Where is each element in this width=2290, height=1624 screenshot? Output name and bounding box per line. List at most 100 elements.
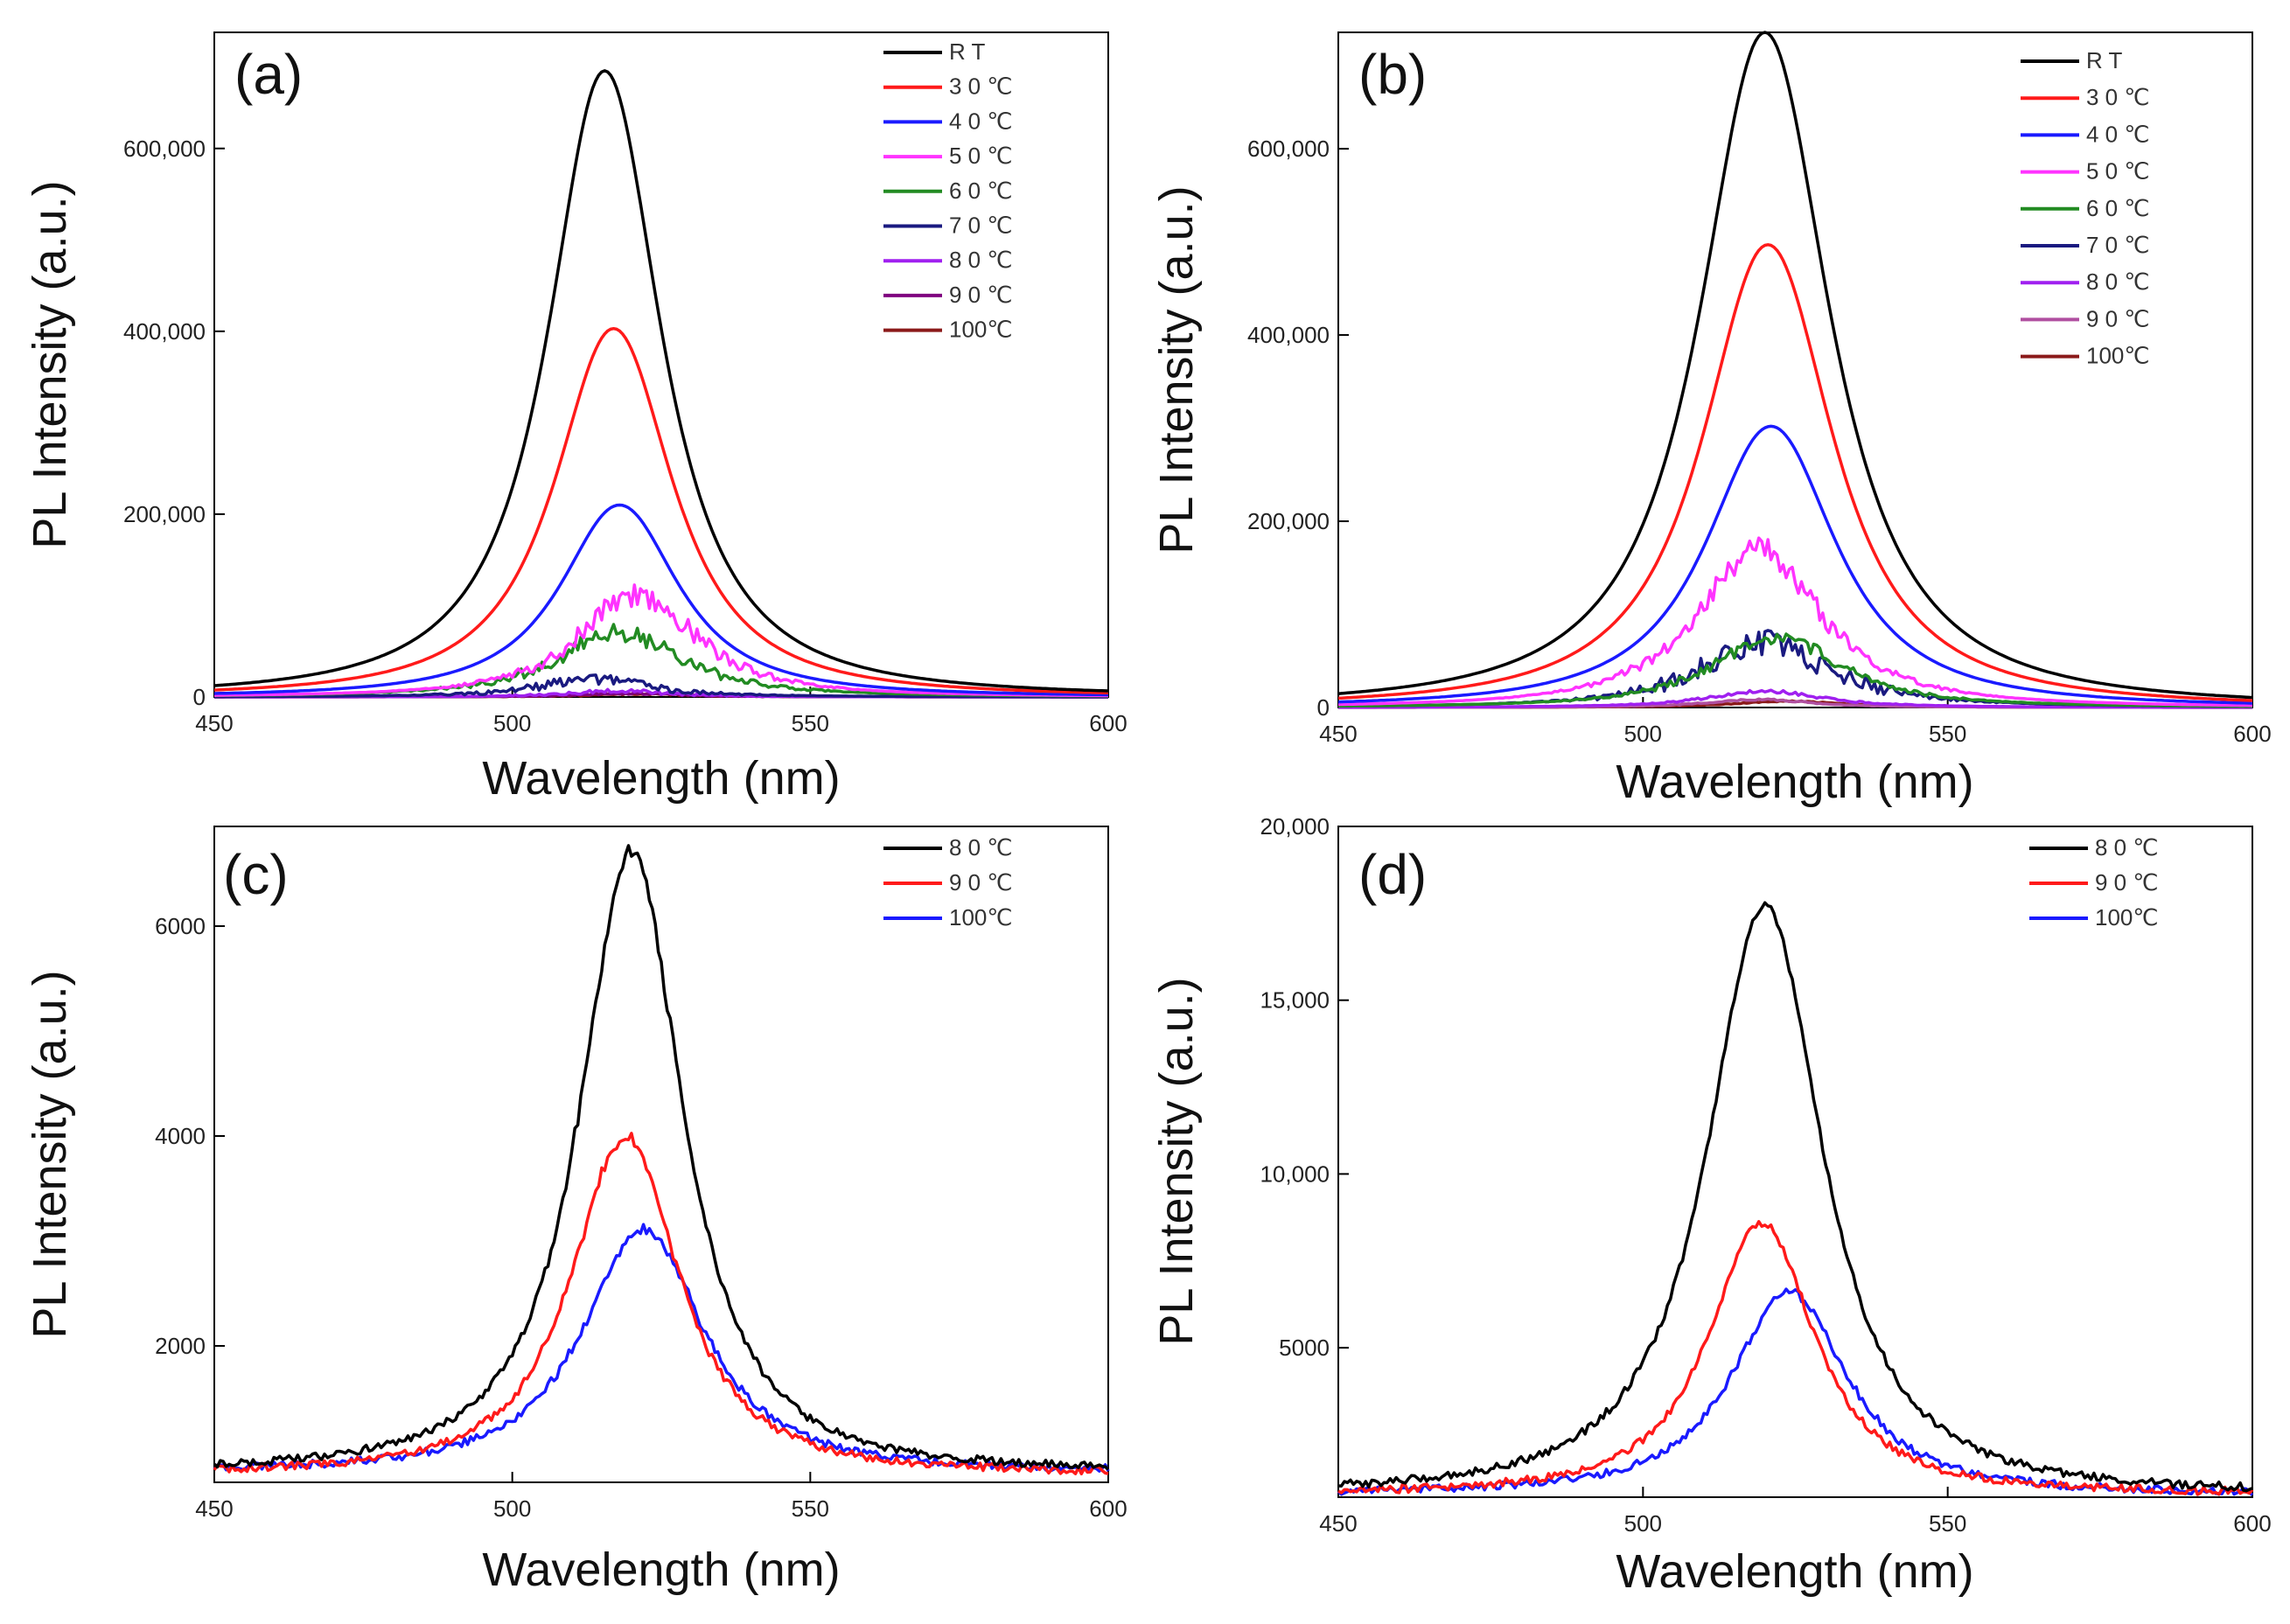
legend-label: 100℃ [2086, 343, 2150, 369]
x-tick-label: 550 [792, 1495, 829, 1522]
y-tick-label: 20,000 [1260, 813, 1330, 840]
x-tick-label: 550 [1929, 1510, 1966, 1537]
panel-d: (d) Wavelength (nm) PL Intensity (a.u.) … [1150, 813, 2272, 1598]
x-axis-title: Wavelength (nm) [1616, 1545, 1973, 1598]
legend-label: 5 0 ℃ [2086, 158, 2150, 185]
x-tick-label: 500 [493, 710, 531, 736]
legend-label: 8 0 ℃ [2086, 268, 2150, 295]
plot-frame [1337, 826, 2253, 1498]
legend-label: 8 0 ℃ [2095, 834, 2159, 861]
series-line [213, 1132, 1109, 1476]
legend: R T 3 0 ℃ 4 0 ℃ 5 0 ℃ 6 0 ℃ 7 0 ℃ 8 0 ℃ 9 0 ℃ 10… [2021, 47, 2150, 369]
series-line [1337, 536, 2252, 707]
legend-label: 4 0 ℃ [949, 108, 1013, 134]
legend: R T 3 0 ℃ 4 0 ℃ 5 0 ℃ 6 0 ℃ 7 0 ℃ 8 0 ℃ 9 0 ℃ 10… [883, 38, 1013, 343]
series-line [214, 673, 1108, 699]
x-ticks: 450 500 550 600 [1319, 1487, 2272, 1537]
y-axis-title: PL Intensity (a.u.) [24, 180, 76, 548]
x-ticks: 450 500 550 600 [195, 1472, 1128, 1522]
y-axis-title: PL Intensity (a.u.) [1150, 977, 1203, 1345]
x-tick-label: 600 [2233, 721, 2271, 747]
y-tick-label: 4000 [155, 1123, 206, 1149]
panel-label: (c) [223, 843, 289, 906]
legend: 8 0 ℃ 9 0 ℃ 100℃ [883, 834, 1013, 930]
legend-label: R T [2086, 47, 2123, 73]
x-tick-label: 500 [493, 1495, 531, 1522]
legend-label: 9 0 ℃ [2095, 869, 2159, 896]
legend-label: 3 0 ℃ [2086, 84, 2150, 110]
series-line [213, 326, 1109, 695]
x-tick-label: 550 [1929, 721, 1966, 747]
series-line [213, 844, 1110, 1471]
x-tick-label: 450 [1319, 721, 1357, 747]
x-tick-label: 450 [195, 710, 233, 736]
legend-label: R T [949, 38, 986, 65]
panel-b: (b) Wavelength (nm) PL Intensity (a.u.) … [1150, 31, 2272, 808]
legend-label: 100℃ [949, 317, 1013, 343]
y-ticks: 0 200,000 400,000 600,000 [1247, 136, 1349, 721]
legend-label: 9 0 ℃ [949, 282, 1013, 308]
y-tick-label: 0 [193, 684, 206, 710]
x-tick-label: 500 [1624, 1510, 1662, 1537]
x-tick-label: 600 [1089, 1495, 1127, 1522]
y-tick-label: 15,000 [1260, 987, 1330, 1014]
series-line [1337, 243, 2253, 702]
y-tick-label: 400,000 [1247, 322, 1330, 348]
y-axis-title: PL Intensity (a.u.) [24, 970, 76, 1338]
y-tick-label: 200,000 [123, 501, 206, 527]
y-tick-label: 2000 [155, 1333, 206, 1359]
x-axis-title: Wavelength (nm) [482, 752, 840, 805]
y-tick-label: 0 [1317, 694, 1330, 721]
series-line [1337, 901, 2253, 1493]
y-ticks: 0 200,000 400,000 600,000 [123, 136, 225, 710]
y-tick-label: 5000 [1279, 1335, 1330, 1361]
series-line [1337, 1220, 2254, 1496]
legend-label: 8 0 ℃ [949, 834, 1013, 861]
series-group [1337, 901, 2254, 1496]
legend-label: 6 0 ℃ [949, 178, 1013, 204]
y-axis-title: PL Intensity (a.u.) [1150, 185, 1203, 554]
legend-label: 100℃ [949, 904, 1013, 930]
legend-label: 4 0 ℃ [2086, 121, 2150, 147]
x-tick-label: 500 [1624, 721, 1662, 747]
series-line [213, 69, 1109, 693]
x-tick-label: 600 [2233, 1510, 2271, 1537]
x-tick-label: 600 [1089, 710, 1127, 736]
series-line [1338, 688, 2252, 709]
panel-a: (a) Wavelength (nm) PL Intensity (a.u.) … [24, 31, 1128, 805]
plot-frame [1337, 31, 2253, 708]
series-group [213, 69, 1109, 699]
legend-label: 100℃ [2095, 904, 2159, 930]
x-tick-label: 450 [195, 1495, 233, 1522]
plot-frame [213, 31, 1109, 698]
legend-label: 7 0 ℃ [2086, 232, 2150, 258]
x-tick-label: 450 [1319, 1510, 1357, 1537]
legend-label: 5 0 ℃ [949, 143, 1013, 169]
x-axis-title: Wavelength (nm) [1616, 756, 1973, 808]
series-line [1337, 632, 2252, 708]
x-axis-title: Wavelength (nm) [482, 1544, 840, 1596]
legend-label: 9 0 ℃ [949, 869, 1013, 896]
legend-label: 7 0 ℃ [949, 213, 1013, 239]
x-ticks: 450 500 550 600 [195, 687, 1128, 736]
y-tick-label: 600,000 [123, 136, 206, 162]
legend-label: 9 0 ℃ [2086, 305, 2150, 331]
series-line [1337, 31, 2253, 700]
series-group [213, 844, 1110, 1476]
x-tick-label: 550 [792, 710, 829, 736]
series-line [1337, 1287, 2254, 1496]
series-line [213, 583, 1108, 698]
y-ticks: 5000 10,000 15,000 20,000 [1260, 813, 1349, 1361]
x-ticks: 450 500 550 600 [1319, 697, 2272, 747]
panel-label: (b) [1358, 43, 1427, 106]
series-line [213, 1223, 1110, 1473]
y-tick-label: 200,000 [1247, 508, 1330, 534]
y-tick-label: 400,000 [123, 318, 206, 345]
series-line [1337, 424, 2253, 705]
y-tick-label: 10,000 [1260, 1160, 1330, 1187]
legend: 8 0 ℃ 9 0 ℃ 100℃ [2029, 834, 2159, 930]
legend-label: 6 0 ℃ [2086, 195, 2150, 221]
panel-label: (d) [1358, 843, 1427, 906]
series-group [1337, 31, 2253, 709]
